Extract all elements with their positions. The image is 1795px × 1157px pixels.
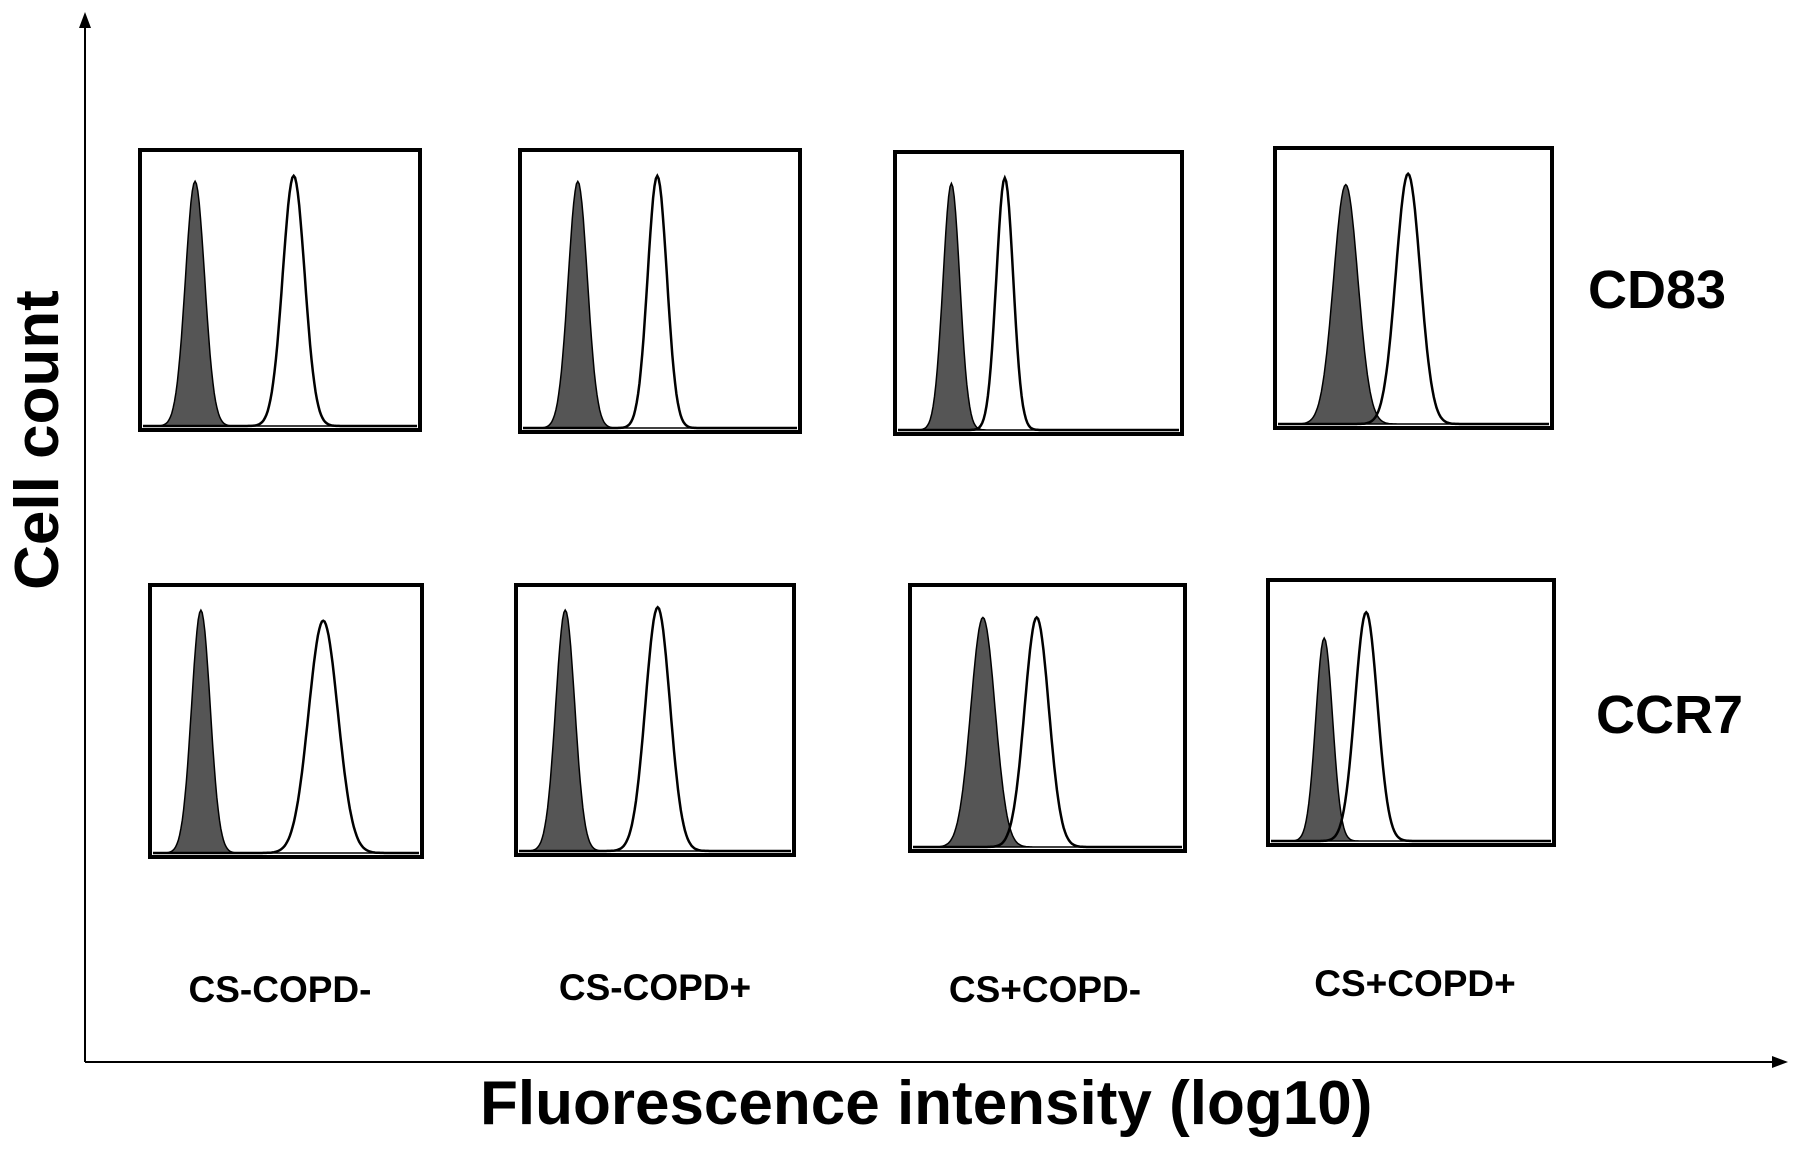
marker-histogram — [523, 173, 797, 430]
column-label-cs-plus-copd-minus: CS+COPD- — [948, 969, 1142, 1010]
histogram-panels — [138, 146, 1556, 859]
marker-histogram — [519, 605, 791, 853]
panel-cd83-cspluscopd- — [893, 150, 1184, 436]
y-axis-arrow — [79, 12, 91, 28]
marker-histogram — [153, 619, 419, 855]
row-label-ccr7: CCR7 — [1596, 685, 1744, 745]
x-axis-arrow — [1772, 1056, 1788, 1068]
marker-histogram — [1271, 610, 1551, 843]
marker-histogram — [143, 173, 417, 428]
marker-histogram — [1278, 171, 1549, 426]
column-label-cs-copd-plus: CS-COPD+ — [558, 967, 752, 1008]
panel-cd83-cspluscopdplus — [1273, 146, 1554, 430]
panel-ccr7-cs-copd- — [148, 583, 424, 859]
panel-frame — [908, 583, 1187, 853]
panel-ccr7-cspluscopd- — [908, 583, 1187, 853]
row-label-cd83: CD83 — [1588, 260, 1727, 320]
panel-cd83-cs-copd- — [138, 148, 422, 432]
y-axis-label: Cell count — [3, 290, 72, 590]
column-label-cs-plus-copd-plus: CS+COPD+ — [1314, 963, 1516, 1004]
panel-ccr7-cs-copdplus — [514, 583, 796, 857]
x-axis-label: Fluorescence intensity (log10) — [480, 1069, 1373, 1138]
panel-cd83-cs-copdplus — [518, 148, 802, 434]
marker-histogram — [913, 615, 1182, 849]
panel-ccr7-cspluscopdplus — [1266, 578, 1556, 847]
column-label-cs-copd-minus: CS-COPD- — [188, 969, 372, 1010]
marker-histogram — [898, 174, 1179, 432]
